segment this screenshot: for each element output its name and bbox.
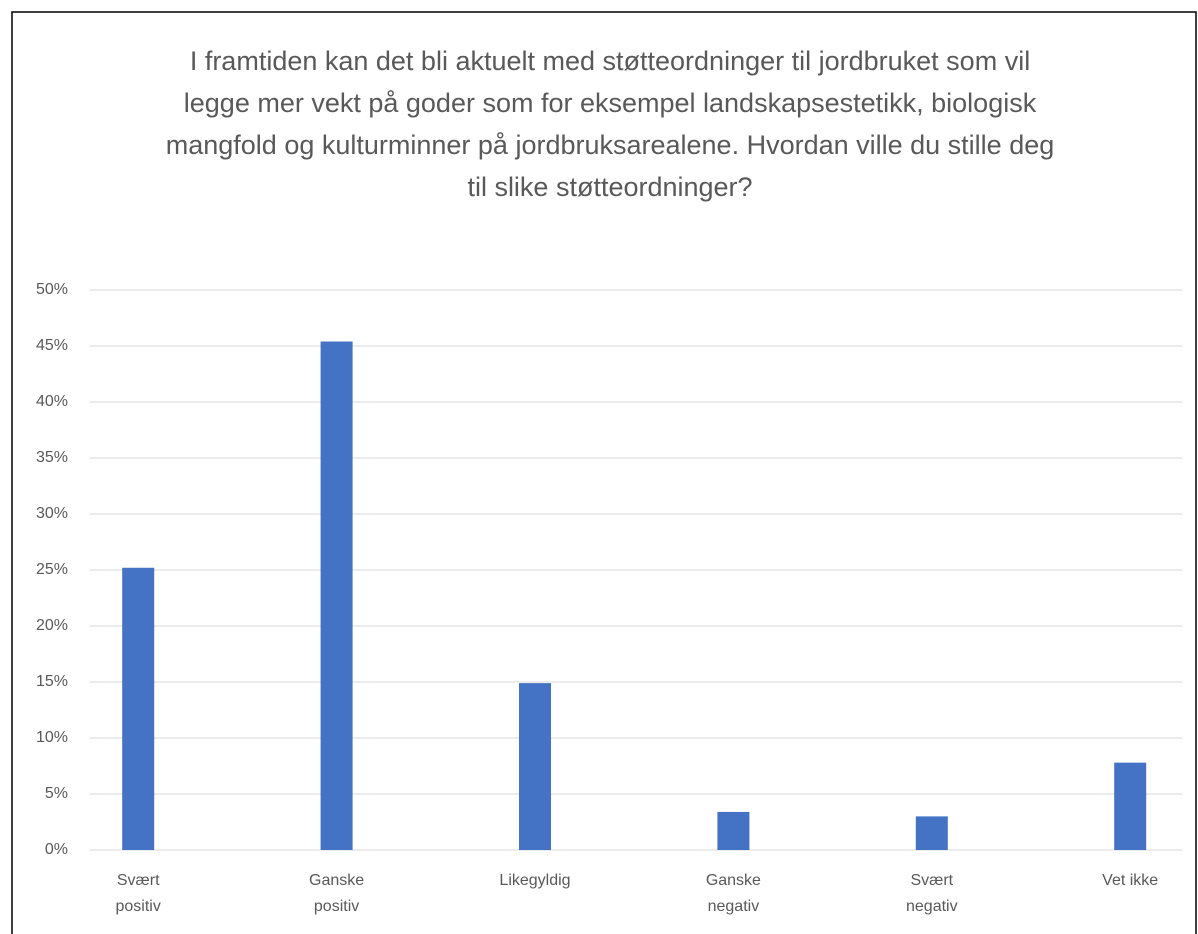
x-tick-label: Svært positiv xyxy=(115,872,161,915)
y-tick-label: 20% xyxy=(36,617,68,634)
y-tick-label: 45% xyxy=(36,337,68,354)
bar xyxy=(915,816,948,850)
chart-title: I framtiden kan det bli aktuelt med støt… xyxy=(165,46,1055,202)
x-tick-label: Ganske negativ xyxy=(705,872,761,915)
x-tick-label: Likegyldig xyxy=(499,872,571,889)
y-tick-label: 0% xyxy=(45,841,68,858)
bar xyxy=(320,341,353,850)
y-tick-label: 40% xyxy=(36,393,68,410)
y-tick-label: 35% xyxy=(36,449,68,466)
y-tick-label: 30% xyxy=(36,505,68,522)
bar xyxy=(1114,762,1147,850)
bar xyxy=(122,567,155,850)
y-tick-label: 50% xyxy=(36,281,68,298)
frame xyxy=(11,11,1197,934)
x-tick-label: Ganske positiv xyxy=(309,872,365,915)
y-tick-label: 25% xyxy=(36,561,68,578)
bar xyxy=(717,811,750,850)
x-tick-label: Vet ikke xyxy=(1102,872,1159,889)
y-tick-label: 5% xyxy=(45,785,68,802)
bar xyxy=(519,683,551,850)
x-tick-label: Svært negativ xyxy=(906,872,958,915)
y-tick-label: 10% xyxy=(36,729,68,746)
y-tick-label: 15% xyxy=(36,673,68,690)
